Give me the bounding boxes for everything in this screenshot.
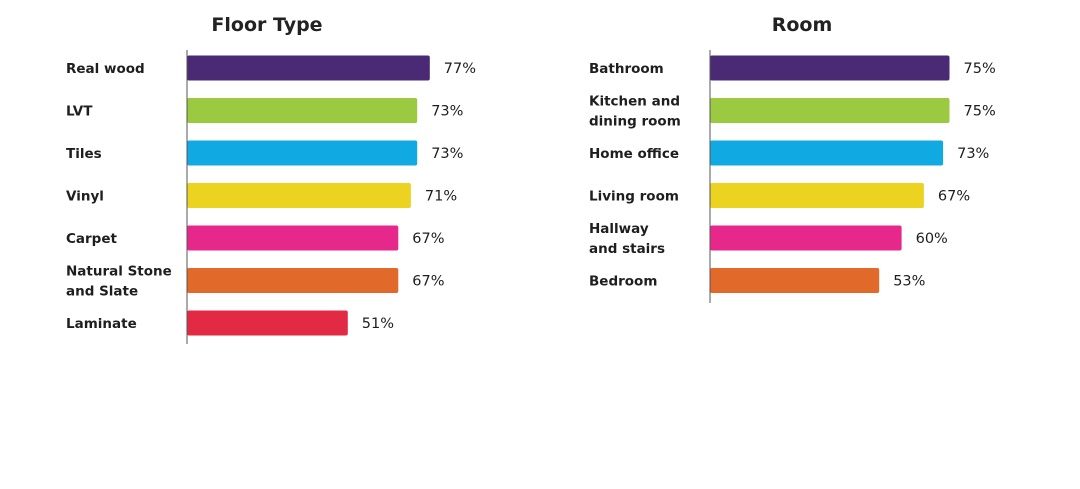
category-label-line: Natural Stone [66, 264, 172, 280]
category-label: Tiles [66, 146, 102, 162]
room-chart-title: Room [772, 14, 833, 36]
category-label: Natural Stone and Slate [66, 264, 172, 300]
value-label: 51% [362, 316, 394, 332]
value-label: 67% [412, 231, 444, 247]
category-label-line: Vinyl [66, 189, 104, 205]
category-label: Kitchen and dining room [589, 94, 681, 130]
bar [710, 98, 950, 123]
value-label: 75% [964, 104, 996, 120]
category-label: Laminate [66, 316, 137, 332]
bar [710, 268, 880, 293]
bar [187, 268, 399, 293]
category-label-line: Laminate [66, 316, 137, 332]
category-label-line: Home office [589, 146, 679, 162]
category-label: Hallway and stairs [589, 221, 665, 257]
category-label-line: and Slate [66, 284, 138, 300]
floor-type-chart-title: Floor Type [211, 14, 322, 36]
category-label-line: LVT [66, 104, 93, 120]
category-label-line: and stairs [589, 241, 665, 257]
bar [710, 140, 944, 166]
value-label: 67% [412, 274, 444, 290]
category-label-line: Living room [589, 189, 679, 205]
bar [187, 98, 418, 123]
bar [187, 310, 348, 336]
value-label: 73% [957, 146, 989, 162]
category-label: Living room [589, 189, 679, 205]
bar [187, 183, 411, 208]
category-label-line: Carpet [66, 231, 117, 247]
category-label-line: Bedroom [589, 274, 657, 290]
category-label: Home office [589, 146, 679, 162]
value-label: 53% [893, 274, 925, 290]
bar [187, 55, 430, 81]
room-chart: Room Bathroom 75% Kitchen and dining room 75%… [589, 14, 996, 303]
category-label: Real wood [66, 61, 145, 77]
bar [187, 225, 399, 251]
floor-type-chart: Floor Type Real wood 77% LVT 73% Tiles 73% Viny… [66, 14, 476, 344]
value-label: 60% [916, 231, 948, 247]
bar [710, 55, 950, 81]
bar [710, 225, 902, 251]
category-label: Bathroom [589, 61, 664, 77]
category-label: LVT [66, 104, 93, 120]
bar [187, 140, 418, 166]
value-label: 77% [444, 61, 476, 77]
bar [710, 183, 924, 208]
category-label-line: dining room [589, 114, 681, 130]
value-label: 73% [431, 104, 463, 120]
category-label: Bedroom [589, 274, 657, 290]
value-label: 75% [964, 61, 996, 77]
value-label: 67% [938, 189, 970, 205]
category-label-line: Real wood [66, 61, 145, 77]
value-label: 73% [431, 146, 463, 162]
category-label-line: Hallway [589, 221, 649, 237]
category-label-line: Tiles [66, 146, 102, 162]
category-label: Vinyl [66, 189, 104, 205]
value-label: 71% [425, 189, 457, 205]
category-label: Carpet [66, 231, 117, 247]
category-label-line: Kitchen and [589, 94, 680, 110]
category-label-line: Bathroom [589, 61, 664, 77]
